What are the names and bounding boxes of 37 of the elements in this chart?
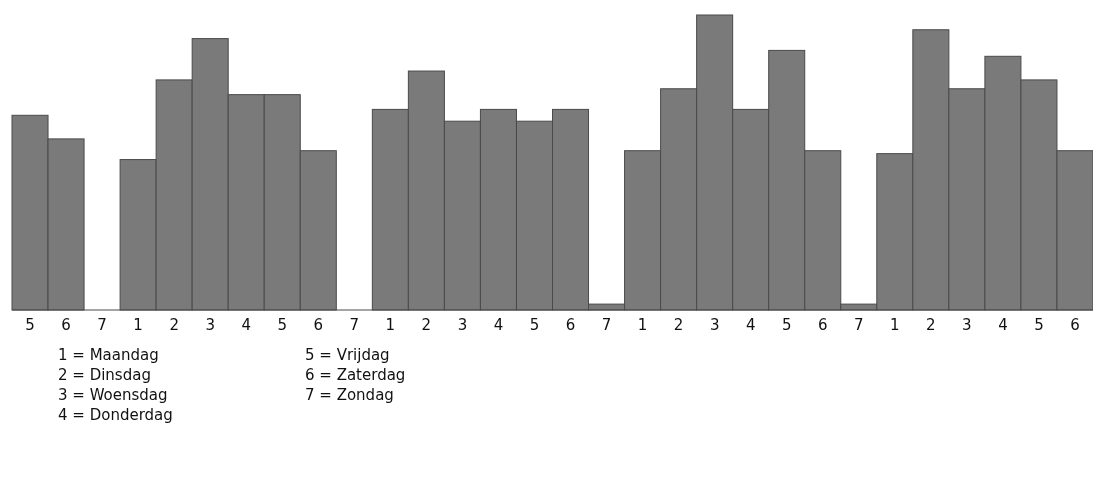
- text: 2 = Dinsdag: [58, 366, 151, 384]
- x-tick-label: 4: [745, 316, 756, 334]
- x-tick-label: 2: [673, 316, 684, 334]
- x-tick-label: 3: [205, 316, 215, 334]
- x-tick-label: 4: [493, 316, 504, 334]
- text: 4 = Donderdag: [58, 406, 173, 424]
- x-tick-label: 6: [313, 316, 324, 334]
- x-tick-label: 7: [601, 316, 612, 334]
- x-tick-label: 5: [25, 316, 35, 334]
- x-tick-label: 2: [421, 316, 432, 334]
- x-tick-label: 5: [1034, 316, 1044, 334]
- x-tick-label: 3: [457, 316, 468, 334]
- x-tick-label: 2: [169, 316, 179, 334]
- x-tick-label: 1: [890, 316, 900, 334]
- x-tick-label: 6: [1070, 316, 1080, 334]
- x-tick-label: 3: [962, 316, 972, 334]
- x-tick-label: 6: [565, 316, 576, 334]
- text: 1 = Maandag: [58, 346, 159, 364]
- x-tick-label: 1: [133, 316, 143, 334]
- x-tick-label: 7: [854, 316, 864, 334]
- x-tick-label: 1: [637, 316, 648, 334]
- x-tick-label: 4: [241, 316, 251, 334]
- text: 6 = Zaterdag: [305, 366, 406, 384]
- x-tick-label: 6: [817, 316, 828, 334]
- x-tick-label: 5: [529, 316, 540, 334]
- x-tick-label: 7: [349, 316, 360, 334]
- x-tick-label: 4: [998, 316, 1008, 334]
- x-tick-label: 2: [926, 316, 936, 334]
- text: 7 = Zondag: [305, 386, 394, 404]
- x-tick-label: 3: [709, 316, 720, 334]
- x-tick-label: 6: [61, 316, 71, 334]
- x-tick-label: 5: [781, 316, 792, 334]
- text: 3 = Woensdag: [58, 386, 168, 404]
- text: 5 = Vrijdag: [305, 346, 390, 364]
- x-tick-label: 7: [97, 316, 107, 334]
- x-tick-label: 1: [385, 316, 396, 334]
- x-tick-label: 5: [277, 316, 288, 334]
